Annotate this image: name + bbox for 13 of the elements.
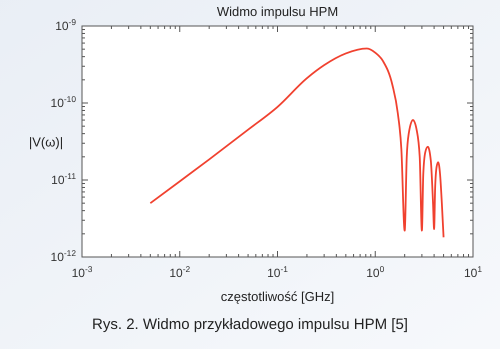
chart-title: Widmo impulsu HPM — [216, 4, 338, 19]
y-tick-label: 10$^{-10}$ — [50, 94, 76, 110]
y-tick-label: 10$^{-11}$ — [51, 171, 76, 187]
x-tick-label: 10$^{0}$ — [366, 264, 385, 280]
x-axis-title: częstotliwość [GHz] — [220, 289, 334, 304]
x-tick-label: 10$^{-2}$ — [169, 264, 190, 280]
y-tick-label: 10$^{-9}$ — [55, 17, 76, 33]
y-tick-label: 10$^{-12}$ — [50, 248, 76, 264]
x-tick-label: 10$^{-3}$ — [72, 264, 93, 280]
y-axis-title: |V(ω)| — [28, 134, 64, 150]
x-tick-label: 10$^{1}$ — [464, 264, 482, 280]
text: Rys. 2. Widmo przykładowego impulsu HPM [5] — [92, 316, 408, 333]
x-tick-label: 10$^{-1}$ — [267, 264, 288, 280]
